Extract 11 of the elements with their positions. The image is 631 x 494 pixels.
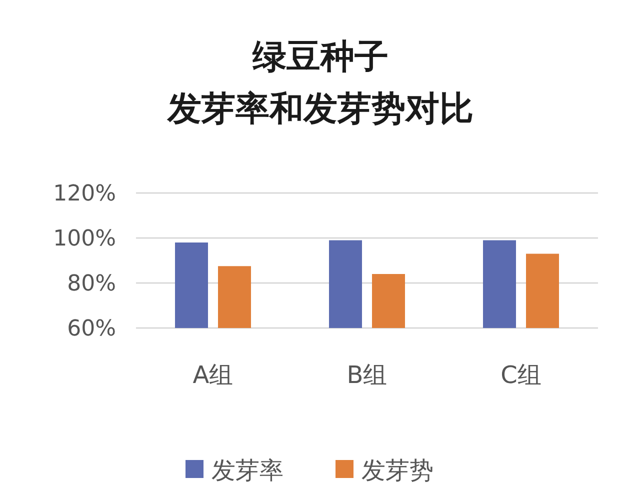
y-tick-label: 100% [53, 226, 116, 252]
x-tick-label: A组 [192, 361, 234, 389]
chart-title: 绿豆种子 [252, 37, 388, 77]
chart-subtitle: 发芽率和发芽势对比 [166, 89, 474, 129]
x-tick-label: B组 [346, 361, 388, 389]
legend-label: 发芽率 [212, 456, 284, 484]
y-tick-label: 120% [53, 182, 116, 207]
y-tick-label: 80% [67, 272, 116, 297]
y-tick-label: 60% [67, 316, 116, 342]
x-tick-label: C组 [500, 361, 542, 389]
legend-label: 发芽势 [362, 456, 434, 484]
